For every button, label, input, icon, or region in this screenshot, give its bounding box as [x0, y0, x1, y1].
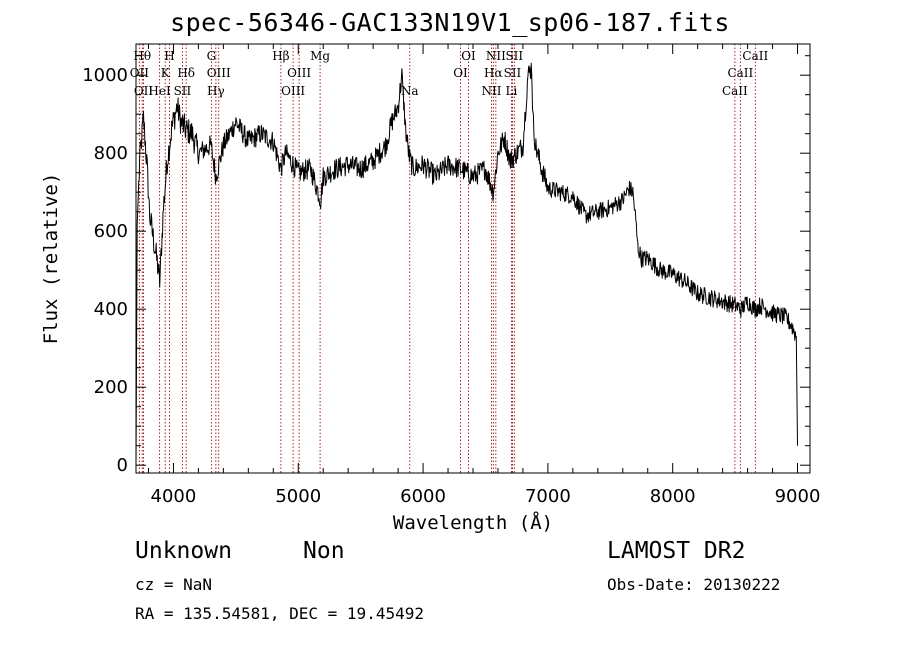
y-tick-label: 600: [94, 221, 128, 242]
plot-frame: [135, 43, 811, 474]
x-tick-label: 4000: [151, 486, 197, 507]
line-marker-label: Hθ: [133, 49, 151, 63]
line-marker-label: CaII: [727, 66, 753, 80]
chart-title: spec-56346-GAC133N19V1_sp06-187.fits: [170, 8, 730, 37]
line-marker-label: Hδ: [177, 66, 195, 80]
x-tick-label: 6000: [400, 486, 446, 507]
x-tick-label: 8000: [650, 486, 696, 507]
line-marker-label: CaII: [742, 49, 768, 63]
y-tick-label: 800: [94, 143, 128, 164]
survey-name: LAMOST DR2: [607, 538, 746, 564]
y-tick-label: 400: [94, 299, 128, 320]
line-marker-label: Li: [506, 84, 518, 98]
line-marker-label: Hβ: [272, 49, 289, 63]
spectral-subclass: Non: [303, 538, 345, 564]
spectral-class: Unknown: [135, 538, 232, 564]
line-marker-label: H: [164, 49, 174, 63]
x-tick-label: 7000: [525, 486, 571, 507]
line-marker-label: G: [207, 49, 217, 63]
x-axis-label: Wavelength (Å): [393, 511, 553, 534]
spectrum-flux-line: [135, 62, 798, 466]
observation-date: Obs-Date: 20130222: [607, 575, 781, 594]
y-axis-label: Flux (relative): [40, 173, 62, 345]
series-group: [135, 62, 798, 466]
x-axis-ticks: 4000 5000 6000 7000 8000 9000: [147, 44, 821, 507]
line-marker-label: OIII: [287, 66, 311, 80]
line-marker-label: HeI: [148, 84, 171, 98]
line-marker-label: K: [161, 66, 171, 80]
x-tick-label: 9000: [775, 486, 821, 507]
y-axis-ticks: 0 200 400 600 800 1000: [82, 55, 810, 476]
line-marker-label: SII: [505, 49, 523, 63]
line-marker-label: Mg: [310, 49, 330, 63]
y-tick-label: 200: [94, 377, 128, 398]
line-marker-label: CaII: [722, 84, 748, 98]
line-marker-label: OII: [130, 66, 150, 80]
ra-dec-coordinates: RA = 135.54581, DEC = 19.45492: [135, 604, 424, 623]
y-tick-label: 0: [117, 455, 128, 476]
x-tick-label: 5000: [275, 486, 321, 507]
line-marker-label: SII: [174, 84, 192, 98]
line-marker-labels: OIIHθOIIHeIKHSIIHδGHγOIIIHβOIIIOIIIMgNaO…: [130, 49, 769, 98]
line-marker-label: Hα: [484, 66, 503, 80]
line-marker-label: OI: [461, 49, 476, 63]
y-tick-label: 1000: [82, 65, 128, 86]
line-marker-label: SII: [504, 66, 522, 80]
line-marker-label: Na: [401, 84, 419, 98]
line-marker-label: OI: [453, 66, 468, 80]
line-markers: [138, 44, 756, 473]
line-marker-label: NII: [486, 49, 506, 63]
redshift-cz: cz = NaN: [135, 575, 213, 594]
line-marker-label: OIII: [281, 84, 305, 98]
line-marker-label: OIII: [207, 66, 231, 80]
line-marker-label: NII: [481, 84, 501, 98]
line-marker-label: Hγ: [207, 84, 225, 98]
